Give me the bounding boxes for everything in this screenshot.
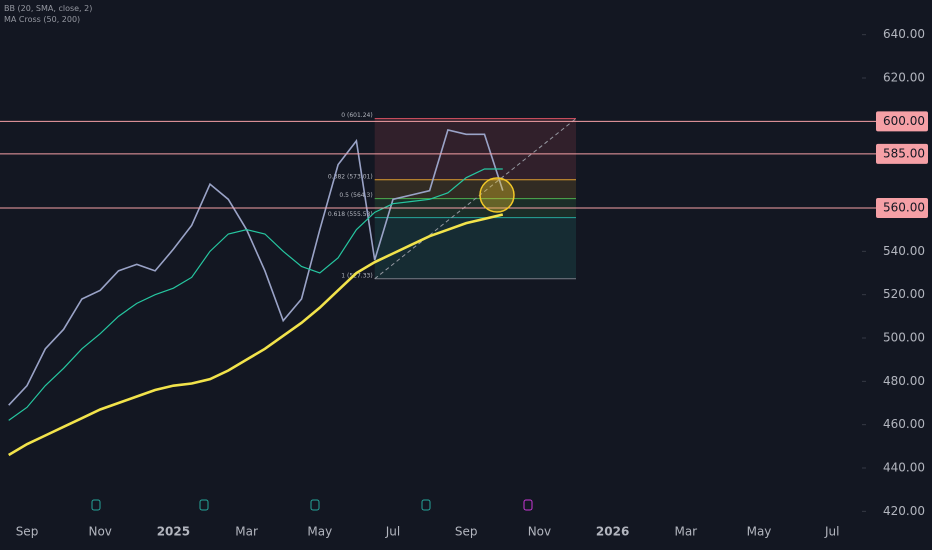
x-tick-label: 2025 [157, 525, 190, 539]
y-tick-label: 480.00 [883, 374, 925, 388]
earnings-marker [523, 499, 533, 511]
price-level-tag [876, 111, 928, 132]
x-tick-label: Sep [455, 525, 478, 539]
earnings-marker [421, 499, 431, 511]
x-tick-label: Nov [88, 525, 111, 539]
y-tick-label: 440.00 [883, 461, 925, 475]
plot: 420.00 440.00 460.00 480.00 500.00 520.00 540.… [0, 27, 928, 539]
price-level-tag [876, 143, 928, 164]
x-tick-label: Mar [235, 525, 258, 539]
series-line [8, 168, 503, 421]
price-level-label: 585.00 [883, 146, 925, 160]
x-tick-label: Jul [824, 525, 839, 539]
x-tick-label: May [307, 525, 332, 539]
price-level-label: 560.00 [883, 201, 925, 215]
series-line [8, 213, 504, 457]
price-level-label: 600.00 [883, 114, 925, 128]
highlight-circle [479, 177, 515, 213]
earnings-marker [199, 499, 209, 511]
price-level-tag [876, 198, 928, 218]
indicator-label: MA Cross (50, 200) [4, 15, 80, 24]
x-tick-label: Sep [16, 525, 39, 539]
fib-label: 0.382 (573.01) [328, 173, 373, 180]
fib-zone [374, 179, 576, 199]
y-tick-label: 620.00 [883, 71, 925, 85]
event-markers [91, 499, 533, 511]
y-tick-label: 540.00 [883, 244, 925, 258]
fib-zone [374, 217, 576, 279]
y-tick-label: 500.00 [883, 331, 925, 345]
series-line [8, 129, 504, 406]
indicator-label: BB (20, SMA, close, 2) [4, 4, 92, 13]
fib-label: 0.618 (555.58) [328, 211, 373, 218]
y-tick-label: 520.00 [883, 287, 925, 301]
fib-label: 0.5 (564.3) [339, 192, 372, 199]
y-tick-label: 460.00 [883, 417, 925, 431]
earnings-marker [91, 499, 101, 511]
x-tick-label: Nov [528, 525, 551, 539]
fib-trend [374, 118, 577, 280]
fib-label: 0 (601.24) [341, 112, 372, 119]
earnings-marker [310, 499, 320, 511]
y-tick-label: 420.00 [883, 504, 925, 518]
x-tick-label: 2026 [596, 525, 629, 539]
fib-label: 1 (527.33) [341, 272, 372, 279]
x-tick-label: Mar [674, 525, 697, 539]
fib-zone [374, 118, 576, 180]
x-tick-label: Jul [385, 525, 400, 539]
x-tick-label: May [747, 525, 772, 539]
y-tick-label: 640.00 [883, 27, 925, 41]
